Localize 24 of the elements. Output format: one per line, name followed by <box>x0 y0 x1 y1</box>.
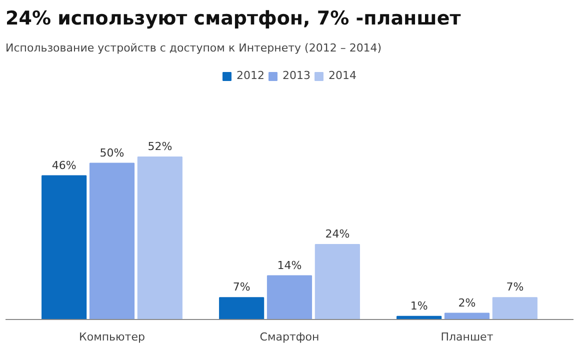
data-label: 24% <box>325 228 350 240</box>
bar <box>266 275 312 320</box>
data-label: 7% <box>232 280 250 294</box>
bar <box>137 156 182 320</box>
legend-label: 2012 <box>236 69 264 82</box>
x-tick-label: Компьютер <box>79 330 145 344</box>
x-tick-label: Смартфон <box>260 330 320 344</box>
bar <box>492 297 538 320</box>
data-label: 14% <box>277 258 302 272</box>
legend-label: 2013 <box>282 69 310 82</box>
data-label: 52% <box>148 140 172 153</box>
x-tick-label: Планшет <box>440 330 494 344</box>
legend-label: 2014 <box>328 69 356 82</box>
data-label: 1% <box>410 299 428 312</box>
bar <box>314 244 360 320</box>
data-label: 2% <box>458 296 476 310</box>
data-label: 46% <box>52 158 76 172</box>
bar <box>89 162 135 320</box>
chart-title: 24% используют смартфон, 7% -планшет <box>6 8 461 30</box>
bar <box>42 175 87 320</box>
data-label: 50% <box>100 146 124 160</box>
chart-subtitle: Использование устройств с доступом к Интернету (2012 – 2014) <box>6 42 382 54</box>
data-label: 7% <box>506 280 524 294</box>
bar <box>219 297 264 320</box>
